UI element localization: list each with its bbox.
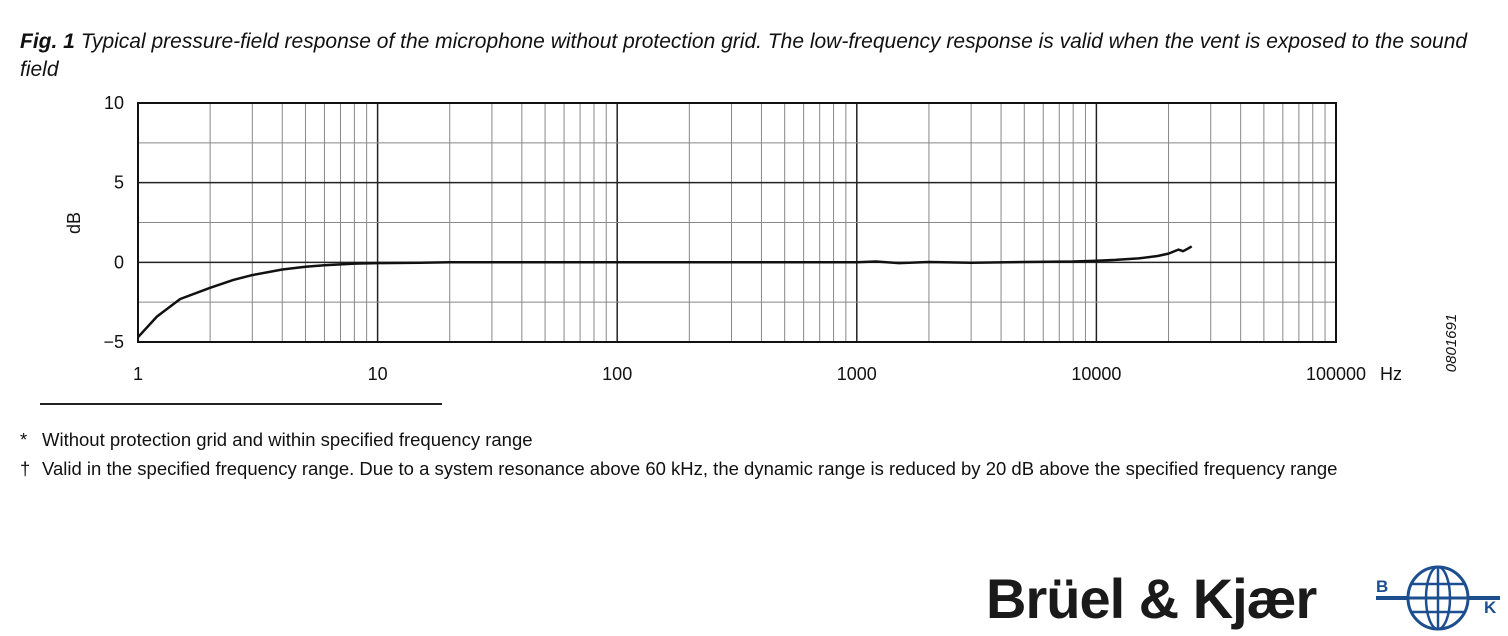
figure-code: 0801691 (1443, 314, 1460, 372)
figure-caption: Fig. 1 Typical pressure-field response o… (20, 28, 1490, 84)
x-tick-label: 10000 (1071, 364, 1121, 384)
globe-emblem-icon: B K (1376, 565, 1500, 631)
x-tick-label: 1 (133, 364, 143, 384)
figure-caption-text: Typical pressure-field response of the m… (20, 30, 1468, 81)
footnote-2: † Valid in the specified frequency range.… (20, 457, 1337, 481)
y-tick-label: 5 (114, 173, 124, 193)
y-tick-label: 0 (114, 252, 124, 272)
y-tick-labels: 10 5 0 −5 (103, 93, 124, 352)
chart-series-layer (137, 245, 1193, 339)
x-tick-label: 100000 (1306, 364, 1366, 384)
y-tick-label: 10 (104, 93, 124, 113)
frequency-response-chart: 10 5 0 −5 1 10 100 1000 10000 100000 dB Hz 08016… (64, 93, 1460, 384)
x-tick-label: 100 (602, 364, 632, 384)
emblem-letter-b: B (1376, 577, 1388, 596)
x-tick-label: 1000 (837, 364, 877, 384)
footnote-2-symbol: † (20, 458, 31, 479)
plot-frame (137, 102, 1337, 343)
response-curve (137, 245, 1193, 339)
footnote-1: * Without protection grid and within spec… (20, 428, 533, 452)
emblem-letter-k: K (1484, 598, 1497, 617)
x-axis-label: Hz (1380, 364, 1402, 384)
figure-label: Fig. 1 (20, 30, 75, 53)
brand-wordmark: Brüel & Kjær (986, 567, 1317, 630)
x-tick-label: 10 (368, 364, 388, 384)
chart-grid (138, 103, 1336, 342)
footnote-divider (40, 403, 442, 405)
footnote-1-symbol: * (20, 429, 28, 450)
x-tick-labels: 1 10 100 1000 10000 100000 (133, 364, 1366, 384)
footnote-1-text: Without protection grid and within speci… (42, 429, 533, 450)
y-tick-label: −5 (103, 332, 124, 352)
y-axis-label: dB (64, 212, 84, 234)
footnote-2-text: Valid in the specified frequency range. … (42, 458, 1338, 479)
